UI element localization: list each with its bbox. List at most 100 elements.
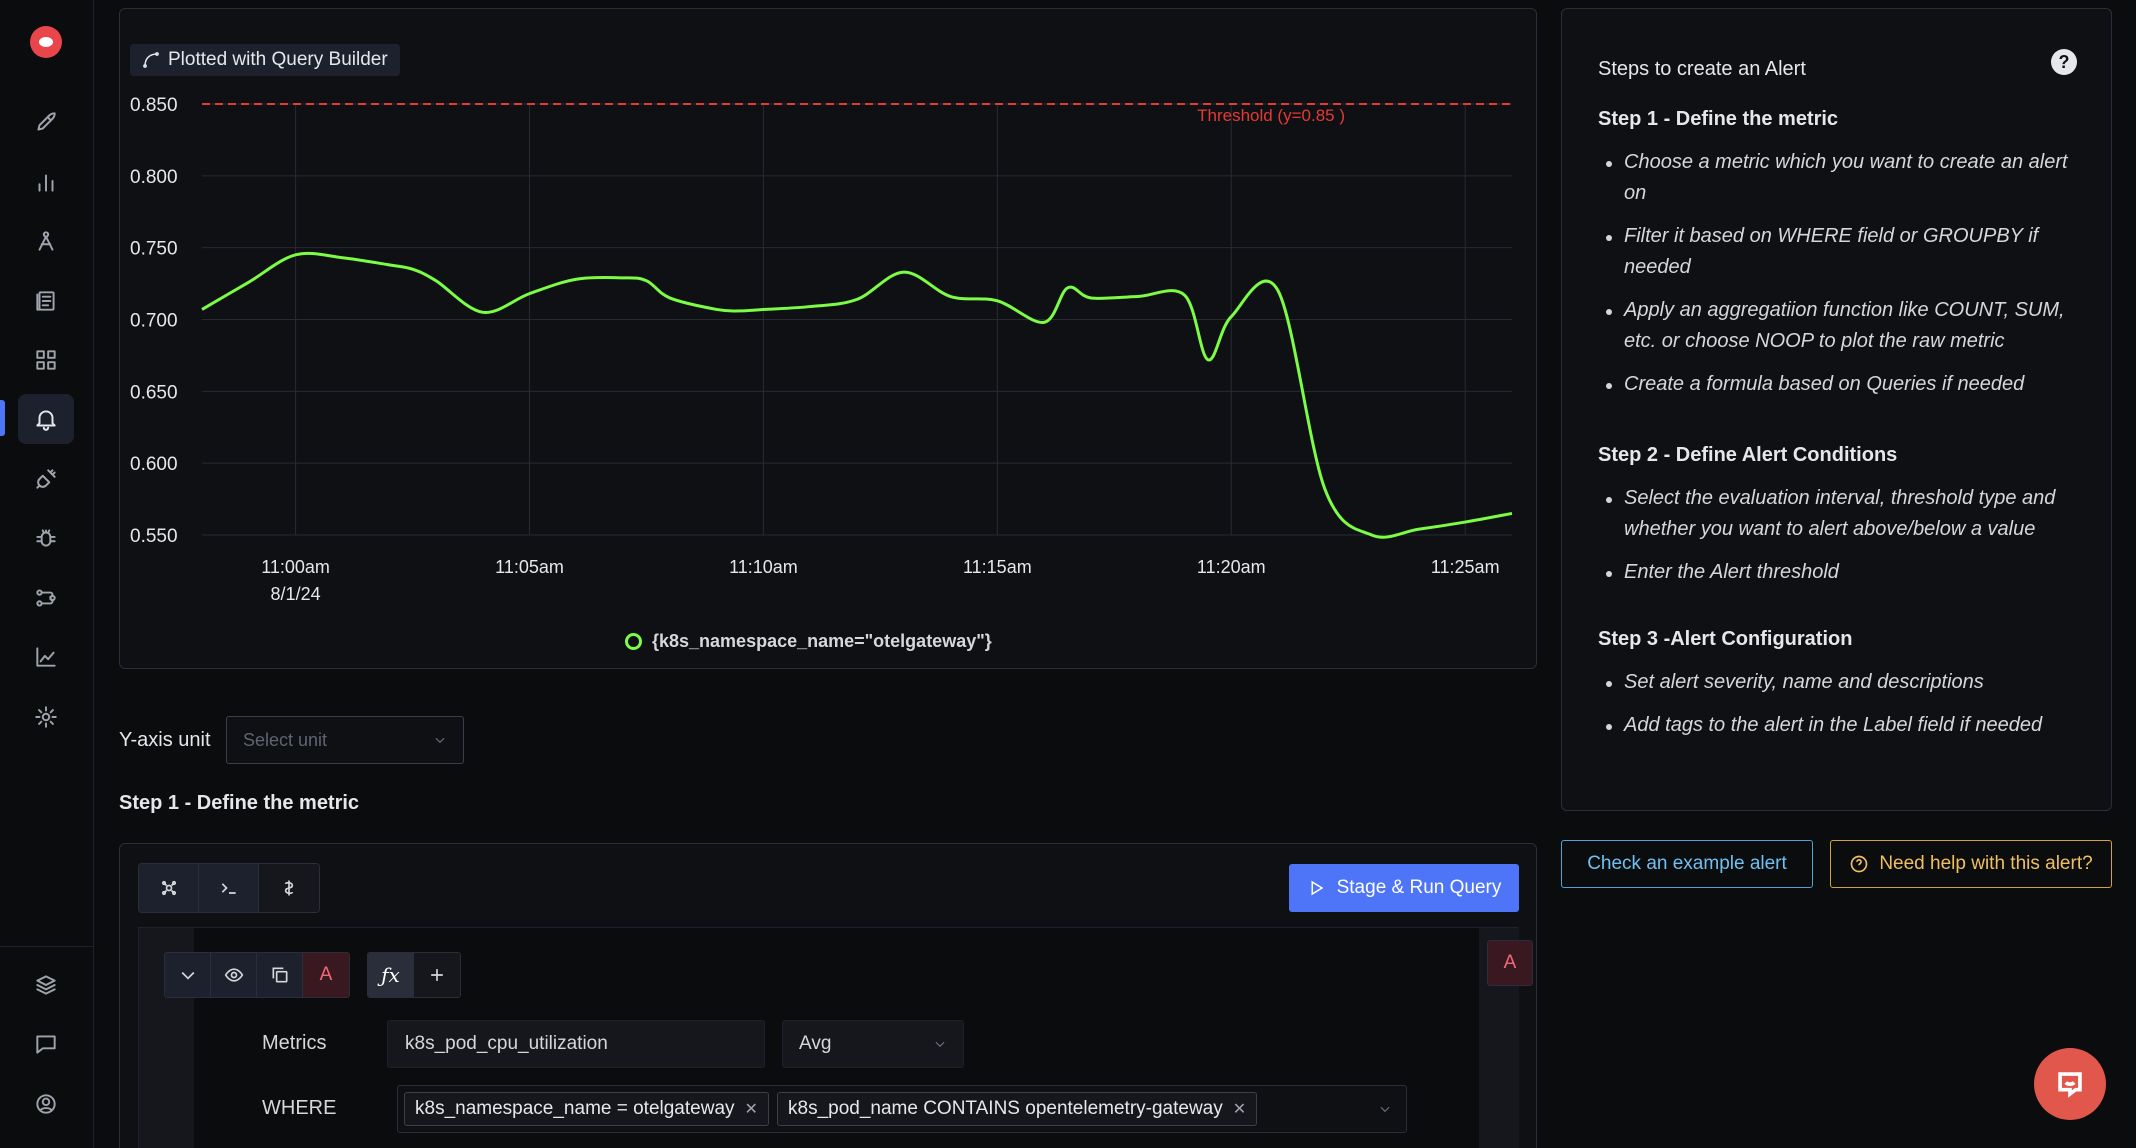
sidebar-item-pipelines[interactable]	[18, 573, 74, 623]
y-tick-label: 0.600	[130, 454, 178, 475]
active-indicator	[0, 400, 5, 436]
help-step-heading: Step 2 - Define Alert Conditions	[1598, 444, 1898, 466]
help-bullet: Create a formula based on Queries if nee…	[1598, 369, 2088, 400]
add-formula-button[interactable]: ƒx	[368, 953, 414, 997]
series-line	[201, 251, 1513, 539]
logs-icon	[36, 291, 55, 311]
remove-filter-icon[interactable]: ✕	[1232, 1101, 1247, 1118]
tab-clickhouse-query[interactable]	[199, 864, 259, 912]
chart-plot: 0.850 0.800 0.750 0.700 0.650 0.600 0.550 11:00…	[130, 95, 1513, 604]
metric-name-input[interactable]: k8s_pod_cpu_utilization	[387, 1020, 765, 1068]
sidebar-item-workspace[interactable]	[18, 960, 74, 1010]
stage-run-query-label: Stage & Run Query	[1336, 877, 1502, 898]
sidebar-item-dashboards[interactable]	[18, 335, 74, 385]
help-bullet: Add tags to the alert in the Label field…	[1598, 710, 2088, 741]
stage-run-query-button[interactable]: Stage & Run Query	[1289, 864, 1519, 912]
help-bullet: Select the evaluation interval, threshol…	[1598, 483, 2088, 545]
sidebar-item-exceptions[interactable]	[18, 513, 74, 563]
help-bullet: Apply an aggregatiion function like COUN…	[1598, 295, 2088, 357]
promql-icon	[284, 880, 294, 896]
aggregation-select[interactable]: Avg	[782, 1020, 964, 1068]
y-tick-label: 0.650	[130, 382, 178, 403]
chevron-down-icon	[181, 971, 194, 980]
chat-bubble-icon	[2058, 1072, 2082, 1098]
alerts-bell-icon	[36, 410, 56, 431]
help-step-list: Choose a metric which you want to create…	[1598, 147, 2088, 412]
sidebar-item-traces[interactable]	[18, 216, 74, 266]
check-example-alert-button[interactable]: Check an example alert	[1561, 840, 1813, 888]
support-chat-button[interactable]	[2034, 1048, 2106, 1120]
sidebar-divider	[0, 946, 94, 947]
sidebar-item-feedback[interactable]	[18, 1019, 74, 1069]
remove-filter-icon[interactable]: ✕	[744, 1101, 758, 1118]
aggregation-value: Avg	[799, 1033, 832, 1054]
plotted-with-badge: Plotted with Query Builder	[130, 44, 400, 76]
help-bullet: Filter it based on WHERE field or GROUPB…	[1598, 221, 2088, 283]
legend-series-marker	[625, 633, 642, 650]
sidebar-item-get-started[interactable]	[18, 97, 74, 147]
query-type-tabs	[138, 863, 320, 913]
query-name-badge[interactable]: A	[303, 953, 349, 997]
chevron-down-icon	[935, 1041, 945, 1048]
play-icon	[1311, 880, 1324, 896]
x-tick-label: 11:10am	[729, 557, 798, 577]
metric-name-value: k8s_pod_cpu_utilization	[405, 1033, 608, 1054]
help-circle-icon	[1850, 855, 1868, 873]
rocket-icon	[37, 112, 56, 131]
add-query-button[interactable]	[414, 953, 460, 997]
sidebar-item-alerts[interactable]	[18, 394, 74, 444]
legend-series-label: {k8s_namespace_name="otelgateway"}	[652, 631, 992, 651]
need-help-label: Need help with this alert?	[1879, 853, 2093, 874]
need-help-button[interactable]: Need help with this alert?	[1830, 840, 2112, 888]
x-tick-date-label: 8/1/24	[271, 584, 321, 604]
help-step-list: Set alert severity, name and description…	[1598, 667, 2088, 753]
alert-help-panel: Steps to create an Alert ? Step 1 - Defi…	[1561, 8, 2112, 811]
threshold-label: Threshold (y=0.85 )	[1197, 106, 1345, 125]
query-label-badge[interactable]: A	[1487, 940, 1533, 986]
formula-controls: ƒx	[367, 952, 461, 998]
help-step-list: Select the evaluation interval, threshol…	[1598, 483, 2088, 600]
tab-promql[interactable]	[259, 864, 319, 912]
bar-chart-icon	[38, 174, 54, 192]
eye-icon	[224, 968, 243, 982]
plotted-with-label: Plotted with Query Builder	[168, 49, 388, 70]
copy-icon	[272, 967, 287, 983]
query-controls: A	[164, 952, 350, 998]
toggle-visibility-button[interactable]	[211, 953, 257, 997]
tab-query-builder[interactable]	[139, 864, 199, 912]
dashboard-grid-icon	[36, 350, 56, 370]
metrics-label: Metrics	[262, 1032, 327, 1054]
x-tick-label: 11:00am	[261, 557, 330, 577]
yaxis-unit-label: Y-axis unit	[119, 729, 211, 751]
sidebar-item-services[interactable]	[18, 157, 74, 207]
chevron-down-icon	[1380, 1106, 1390, 1113]
sidebar-item-logs[interactable]	[18, 276, 74, 326]
clone-query-button[interactable]	[257, 953, 303, 997]
chat-icon	[36, 1035, 56, 1054]
sidebar-item-integrations[interactable]	[18, 454, 74, 504]
help-bullet: Set alert severity, name and description…	[1598, 667, 2088, 698]
signoz-logo[interactable]	[30, 26, 62, 58]
settings-gear-icon	[35, 706, 57, 728]
x-tick-label: 11:05am	[495, 557, 564, 577]
chart-legend[interactable]: {k8s_namespace_name="otelgateway"}	[625, 631, 992, 652]
sidebar-item-profile[interactable]	[18, 1079, 74, 1129]
y-tick-label: 0.700	[130, 311, 178, 332]
yaxis-unit-select[interactable]: Select unit	[226, 716, 464, 764]
collapse-query-button[interactable]	[165, 953, 211, 997]
filter-tag-label: k8s_namespace_name = otelgateway	[415, 1098, 735, 1119]
sidebar-item-settings[interactable]	[18, 692, 74, 742]
where-filter-input[interactable]: k8s_namespace_name = otelgateway ✕ k8s_p…	[397, 1085, 1407, 1133]
step1-heading: Step 1 - Define the metric	[119, 792, 360, 814]
filter-tag: k8s_pod_name CONTAINS opentelemetry-gate…	[777, 1092, 1258, 1126]
integrations-plug-icon	[36, 469, 56, 489]
help-bullet: Enter the Alert threshold	[1598, 557, 2088, 588]
curve-icon	[143, 52, 159, 68]
help-step-heading: Step 1 - Define the metric	[1598, 108, 1839, 130]
help-question-icon[interactable]: ?	[2051, 49, 2077, 75]
sidebar-item-metrics[interactable]	[18, 632, 74, 682]
help-bullet: Choose a metric which you want to create…	[1598, 147, 2088, 209]
user-circle-icon	[36, 1094, 56, 1114]
yaxis-unit-placeholder: Select unit	[243, 729, 328, 750]
x-tick-label: 11:25am	[1431, 557, 1500, 577]
